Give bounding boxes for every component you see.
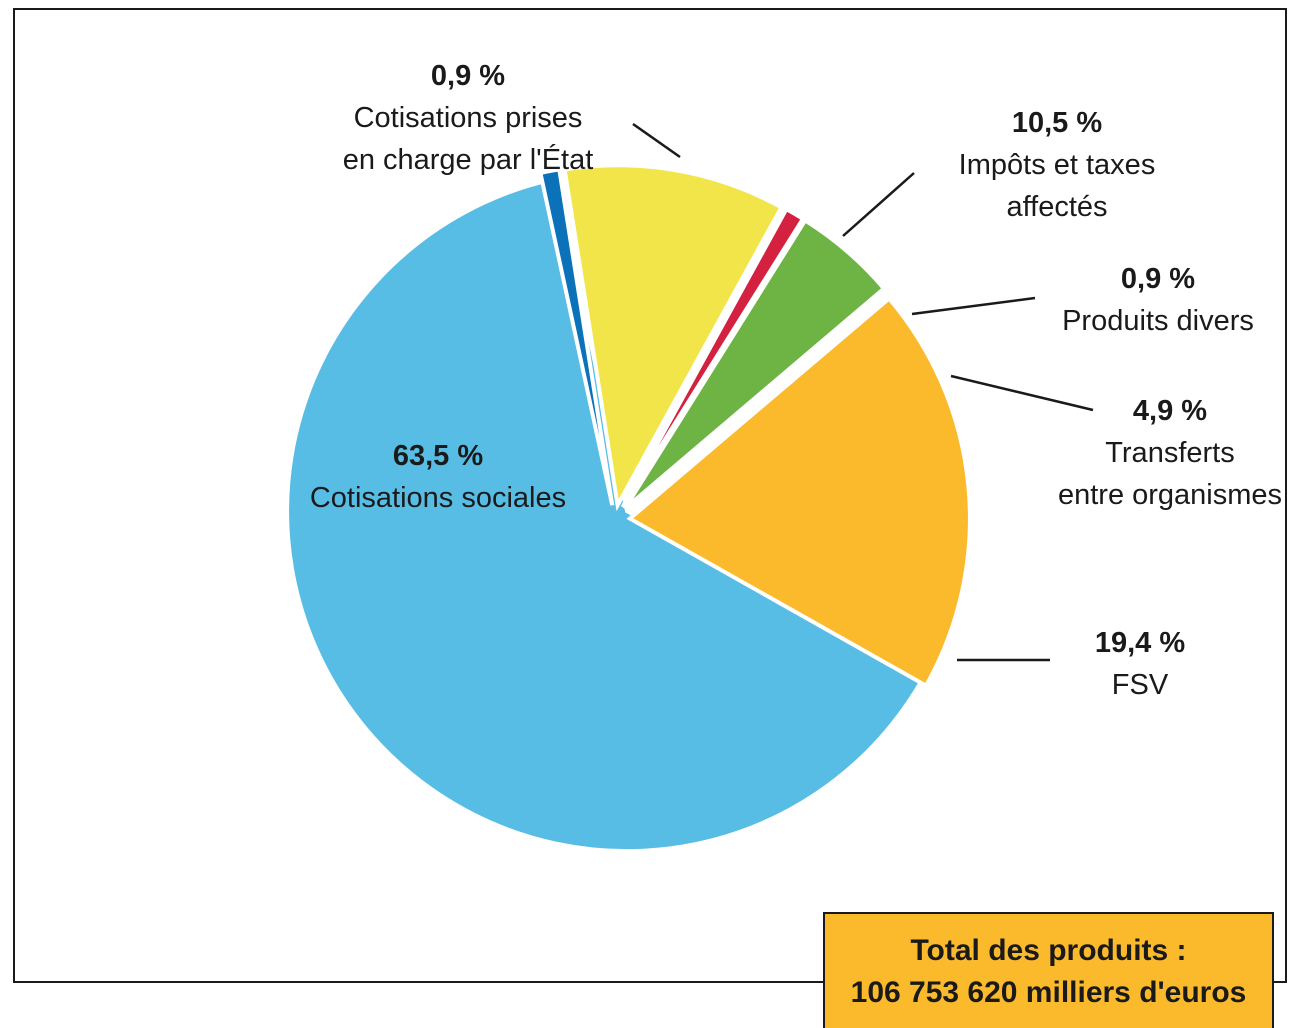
pct-label-cotisations-sociales: 63,5 % bbox=[393, 440, 483, 472]
category-label-transferts: entre organismes bbox=[1058, 479, 1282, 511]
leader-line-cotisations-etat bbox=[632, 122, 681, 159]
label-produits-divers: 0,9 % Produits divers bbox=[1062, 263, 1254, 337]
pie-slice-produits-divers bbox=[620, 206, 806, 509]
category-label-impots-taxes: affectés bbox=[1006, 191, 1107, 223]
label-transferts: 4,9 % Transferts entre organismes bbox=[1058, 395, 1282, 511]
category-label-cotisations-etat: en charge par l'État bbox=[343, 143, 594, 176]
pie-slice-transferts bbox=[623, 217, 887, 511]
pct-label-cotisations-etat: 0,9 % bbox=[431, 60, 505, 92]
label-cotisations-etat: 0,9 % Cotisations prises en charge par l'É… bbox=[343, 60, 594, 176]
category-label-transferts: Transferts bbox=[1105, 437, 1234, 469]
category-label-impots-taxes: Impôts et taxes bbox=[959, 149, 1156, 181]
leader-line-impots-taxes bbox=[842, 172, 915, 237]
total-line-2: 106 753 620 milliers d'euros bbox=[850, 976, 1247, 1009]
pct-label-transferts: 4,9 % bbox=[1133, 395, 1207, 427]
pct-label-produits-divers: 0,9 % bbox=[1121, 263, 1195, 295]
total-box: Total des produits : 106 753 620 millier… bbox=[823, 912, 1274, 1028]
label-cotisations-sociales: 63,5 % Cotisations sociales bbox=[310, 440, 566, 514]
pct-label-impots-taxes: 10,5 % bbox=[1012, 107, 1102, 139]
pie-slice-cotisations-etat bbox=[538, 167, 615, 506]
pie-slice-fsv bbox=[626, 295, 972, 689]
total-line-1: Total des produits : bbox=[910, 934, 1187, 967]
leader-line-produits-divers bbox=[911, 296, 1036, 316]
leader-line-transferts bbox=[950, 374, 1094, 412]
pie-slice-impots-taxes bbox=[562, 163, 785, 512]
label-impots-taxes: 10,5 % Impôts et taxes affectés bbox=[959, 107, 1156, 223]
pct-label-fsv: 19,4 % bbox=[1095, 627, 1185, 659]
label-fsv: 19,4 % FSV bbox=[1095, 627, 1185, 701]
category-label-fsv: FSV bbox=[1112, 669, 1169, 701]
category-label-cotisations-sociales: Cotisations sociales bbox=[310, 482, 566, 514]
category-label-cotisations-etat: Cotisations prises bbox=[354, 102, 583, 134]
pie-slice-cotisations-sociales bbox=[285, 176, 926, 854]
category-label-produits-divers: Produits divers bbox=[1062, 305, 1254, 337]
